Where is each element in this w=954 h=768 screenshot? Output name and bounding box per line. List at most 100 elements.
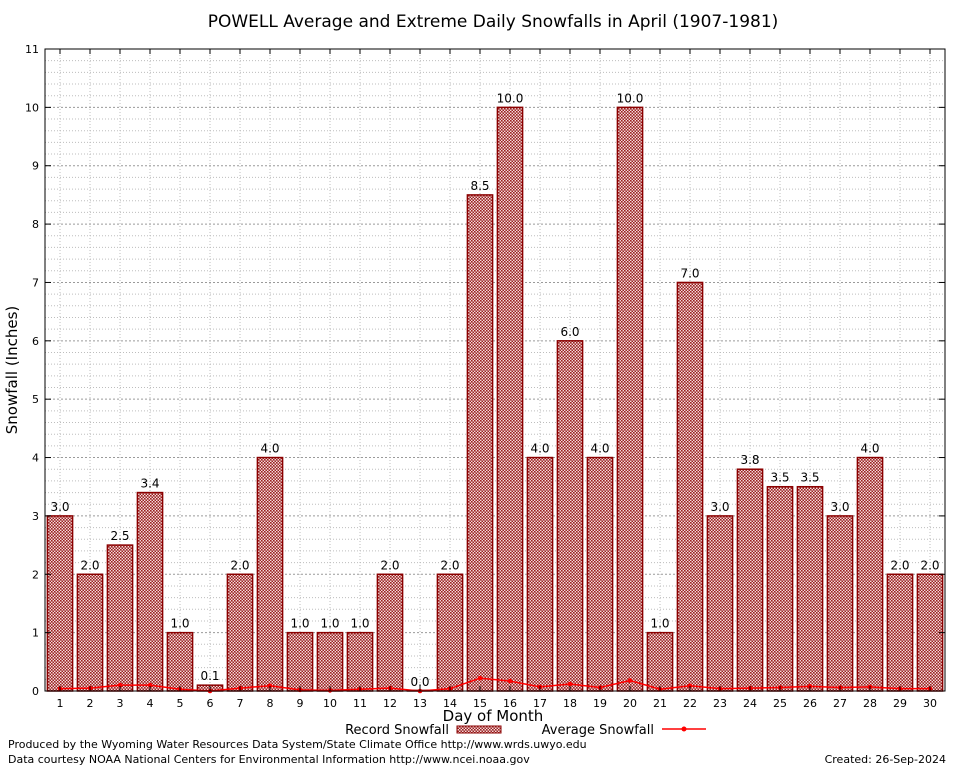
x-tick-label: 3 [117, 697, 124, 710]
bar-day-5 [166, 631, 194, 692]
bar-day-21 [646, 631, 674, 692]
bar-value-label: 3.5 [800, 471, 819, 485]
bar-value-label: 1.0 [320, 617, 339, 631]
y-tick-label: 7 [32, 276, 39, 289]
x-tick-label: 26 [803, 697, 817, 710]
x-tick-label: 16 [503, 697, 517, 710]
bar-value-label: 1.0 [650, 617, 669, 631]
y-tick-label: 9 [32, 160, 39, 173]
bar-day-20 [616, 106, 644, 692]
bar-day-15 [466, 194, 494, 692]
bar-value-label: 2.0 [440, 558, 459, 572]
y-tick-label: 0 [32, 685, 39, 698]
x-tick-label: 1 [57, 697, 64, 710]
bar-value-label: 8.5 [470, 179, 489, 193]
x-tick-label: 2 [87, 697, 94, 710]
bar-day-2 [76, 573, 104, 692]
bar-value-label: 2.0 [380, 558, 399, 572]
average-point-day-16 [507, 678, 513, 684]
x-tick-label: 7 [237, 697, 244, 710]
y-axis-label: Snowfall (Inches) [3, 306, 21, 434]
bar-value-label: 10.0 [617, 91, 644, 105]
x-tick-label: 20 [623, 697, 637, 710]
y-tick-label: 5 [32, 393, 39, 406]
bar-value-label: 3.0 [50, 500, 69, 514]
legend-record-swatch [456, 725, 502, 734]
average-point-day-15 [477, 675, 483, 681]
x-tick-label: 14 [443, 697, 457, 710]
average-point-day-8 [267, 683, 273, 689]
x-axis-label: Day of Month [443, 707, 544, 725]
bar-day-29 [886, 573, 914, 692]
y-tick-label: 2 [32, 568, 39, 581]
bar-day-14 [436, 573, 464, 692]
footer-created: Created: 26-Sep-2024 [824, 753, 946, 766]
x-tick-label: 17 [533, 697, 547, 710]
x-tick-label: 29 [893, 697, 907, 710]
y-tick-label: 10 [25, 101, 39, 114]
x-tick-label: 22 [683, 697, 697, 710]
bar-day-18 [556, 340, 584, 692]
bar-day-9 [286, 631, 314, 692]
bar-value-label: 2.5 [110, 529, 129, 543]
footer-data-courtesy: Data courtesy NOAA National Centers for … [8, 753, 530, 766]
bar-day-24 [736, 468, 764, 692]
bar-value-label: 0.0 [410, 675, 429, 689]
x-tick-label: 28 [863, 697, 877, 710]
bar-day-7 [226, 573, 254, 692]
bar-day-27 [826, 515, 854, 692]
x-tick-label: 9 [297, 697, 304, 710]
x-tick-label: 8 [267, 697, 274, 710]
bar-day-4 [136, 491, 164, 692]
bar-value-label: 1.0 [350, 617, 369, 631]
bar-day-3 [106, 544, 134, 692]
bar-day-12 [376, 573, 404, 692]
bar-day-23 [706, 515, 734, 692]
bar-value-label: 3.8 [740, 453, 759, 467]
x-tick-label: 30 [923, 697, 937, 710]
bar-value-label: 3.5 [770, 471, 789, 485]
bar-value-label: 6.0 [560, 325, 579, 339]
bar-value-label: 4.0 [260, 442, 279, 456]
bar-value-label: 4.0 [530, 442, 549, 456]
average-point-day-18 [567, 681, 573, 687]
y-tick-label: 1 [32, 627, 39, 640]
bar-value-label: 7.0 [680, 266, 699, 280]
bar-day-17 [526, 456, 554, 692]
y-tick-label: 8 [32, 218, 39, 231]
legend-record-label: Record Snowfall [345, 723, 449, 738]
y-tick-label: 4 [32, 452, 39, 465]
legend: Record Snowfall Average Snowfall [345, 723, 706, 738]
x-tick-label: 23 [713, 697, 727, 710]
plot-frame [44, 48, 946, 692]
bar-value-label: 4.0 [860, 442, 879, 456]
bar-value-label: 2.0 [80, 558, 99, 572]
average-point-day-4 [147, 682, 153, 688]
bar-day-10 [316, 631, 344, 692]
x-tick-label: 12 [383, 697, 397, 710]
x-tick-label: 10 [323, 697, 337, 710]
bar-day-19 [586, 456, 614, 692]
x-tick-label: 25 [773, 697, 787, 710]
bar-value-label: 2.0 [890, 558, 909, 572]
y-tick-label: 6 [32, 335, 39, 348]
bar-day-16 [496, 106, 524, 692]
average-point-day-22 [687, 683, 693, 689]
y-tick-label: 11 [25, 43, 39, 56]
bar-value-label: 10.0 [497, 91, 524, 105]
bar-value-label: 3.0 [710, 500, 729, 514]
x-tick-label: 11 [353, 697, 367, 710]
average-point-day-3 [117, 682, 123, 688]
x-tick-label: 6 [207, 697, 214, 710]
bar-day-25 [766, 485, 794, 692]
average-point-day-20 [627, 678, 633, 683]
bar-day-11 [346, 631, 374, 692]
x-tick-label: 4 [147, 697, 154, 710]
x-tick-label: 24 [743, 697, 757, 710]
bar-value-label: 3.4 [140, 477, 159, 491]
bar-day-1 [46, 515, 74, 692]
x-tick-label: 5 [177, 697, 184, 710]
bar-value-label: 2.0 [230, 558, 249, 572]
x-tick-label: 15 [473, 697, 487, 710]
